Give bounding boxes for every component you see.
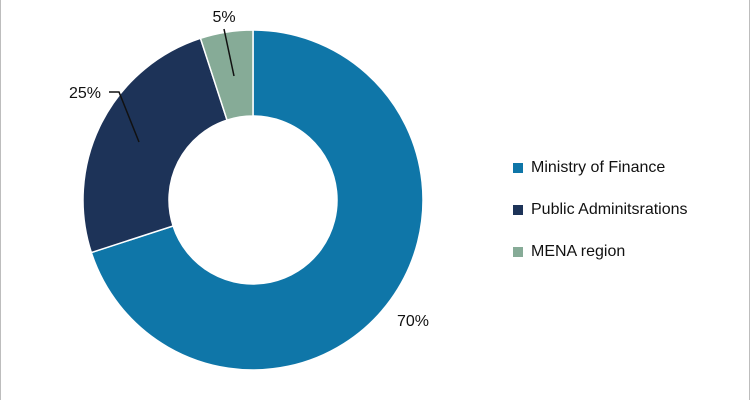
legend-label: MENA region <box>531 243 626 260</box>
legend: Ministry of Finance Public Adminitsratio… <box>513 147 688 273</box>
leader-line <box>223 28 235 77</box>
legend-item-public-adminitsrations: Public Adminitsrations <box>513 189 688 231</box>
data-label: 5% <box>212 9 235 26</box>
slice-ministry-of-finance <box>90 29 424 371</box>
legend-item-ministry-of-finance: Ministry of Finance <box>513 147 688 189</box>
legend-swatch <box>513 205 523 215</box>
legend-swatch <box>513 247 523 257</box>
data-label: 25% <box>69 85 101 102</box>
slice-public-adminitsrations <box>82 37 228 254</box>
legend-label: Public Adminitsrations <box>531 201 688 218</box>
legend-label: Ministry of Finance <box>531 159 666 176</box>
slice-mena-region <box>199 29 254 122</box>
data-label: 70% <box>397 313 429 330</box>
legend-swatch <box>513 163 523 173</box>
leader-line <box>109 91 140 143</box>
legend-item-mena-region: MENA region <box>513 231 688 273</box>
